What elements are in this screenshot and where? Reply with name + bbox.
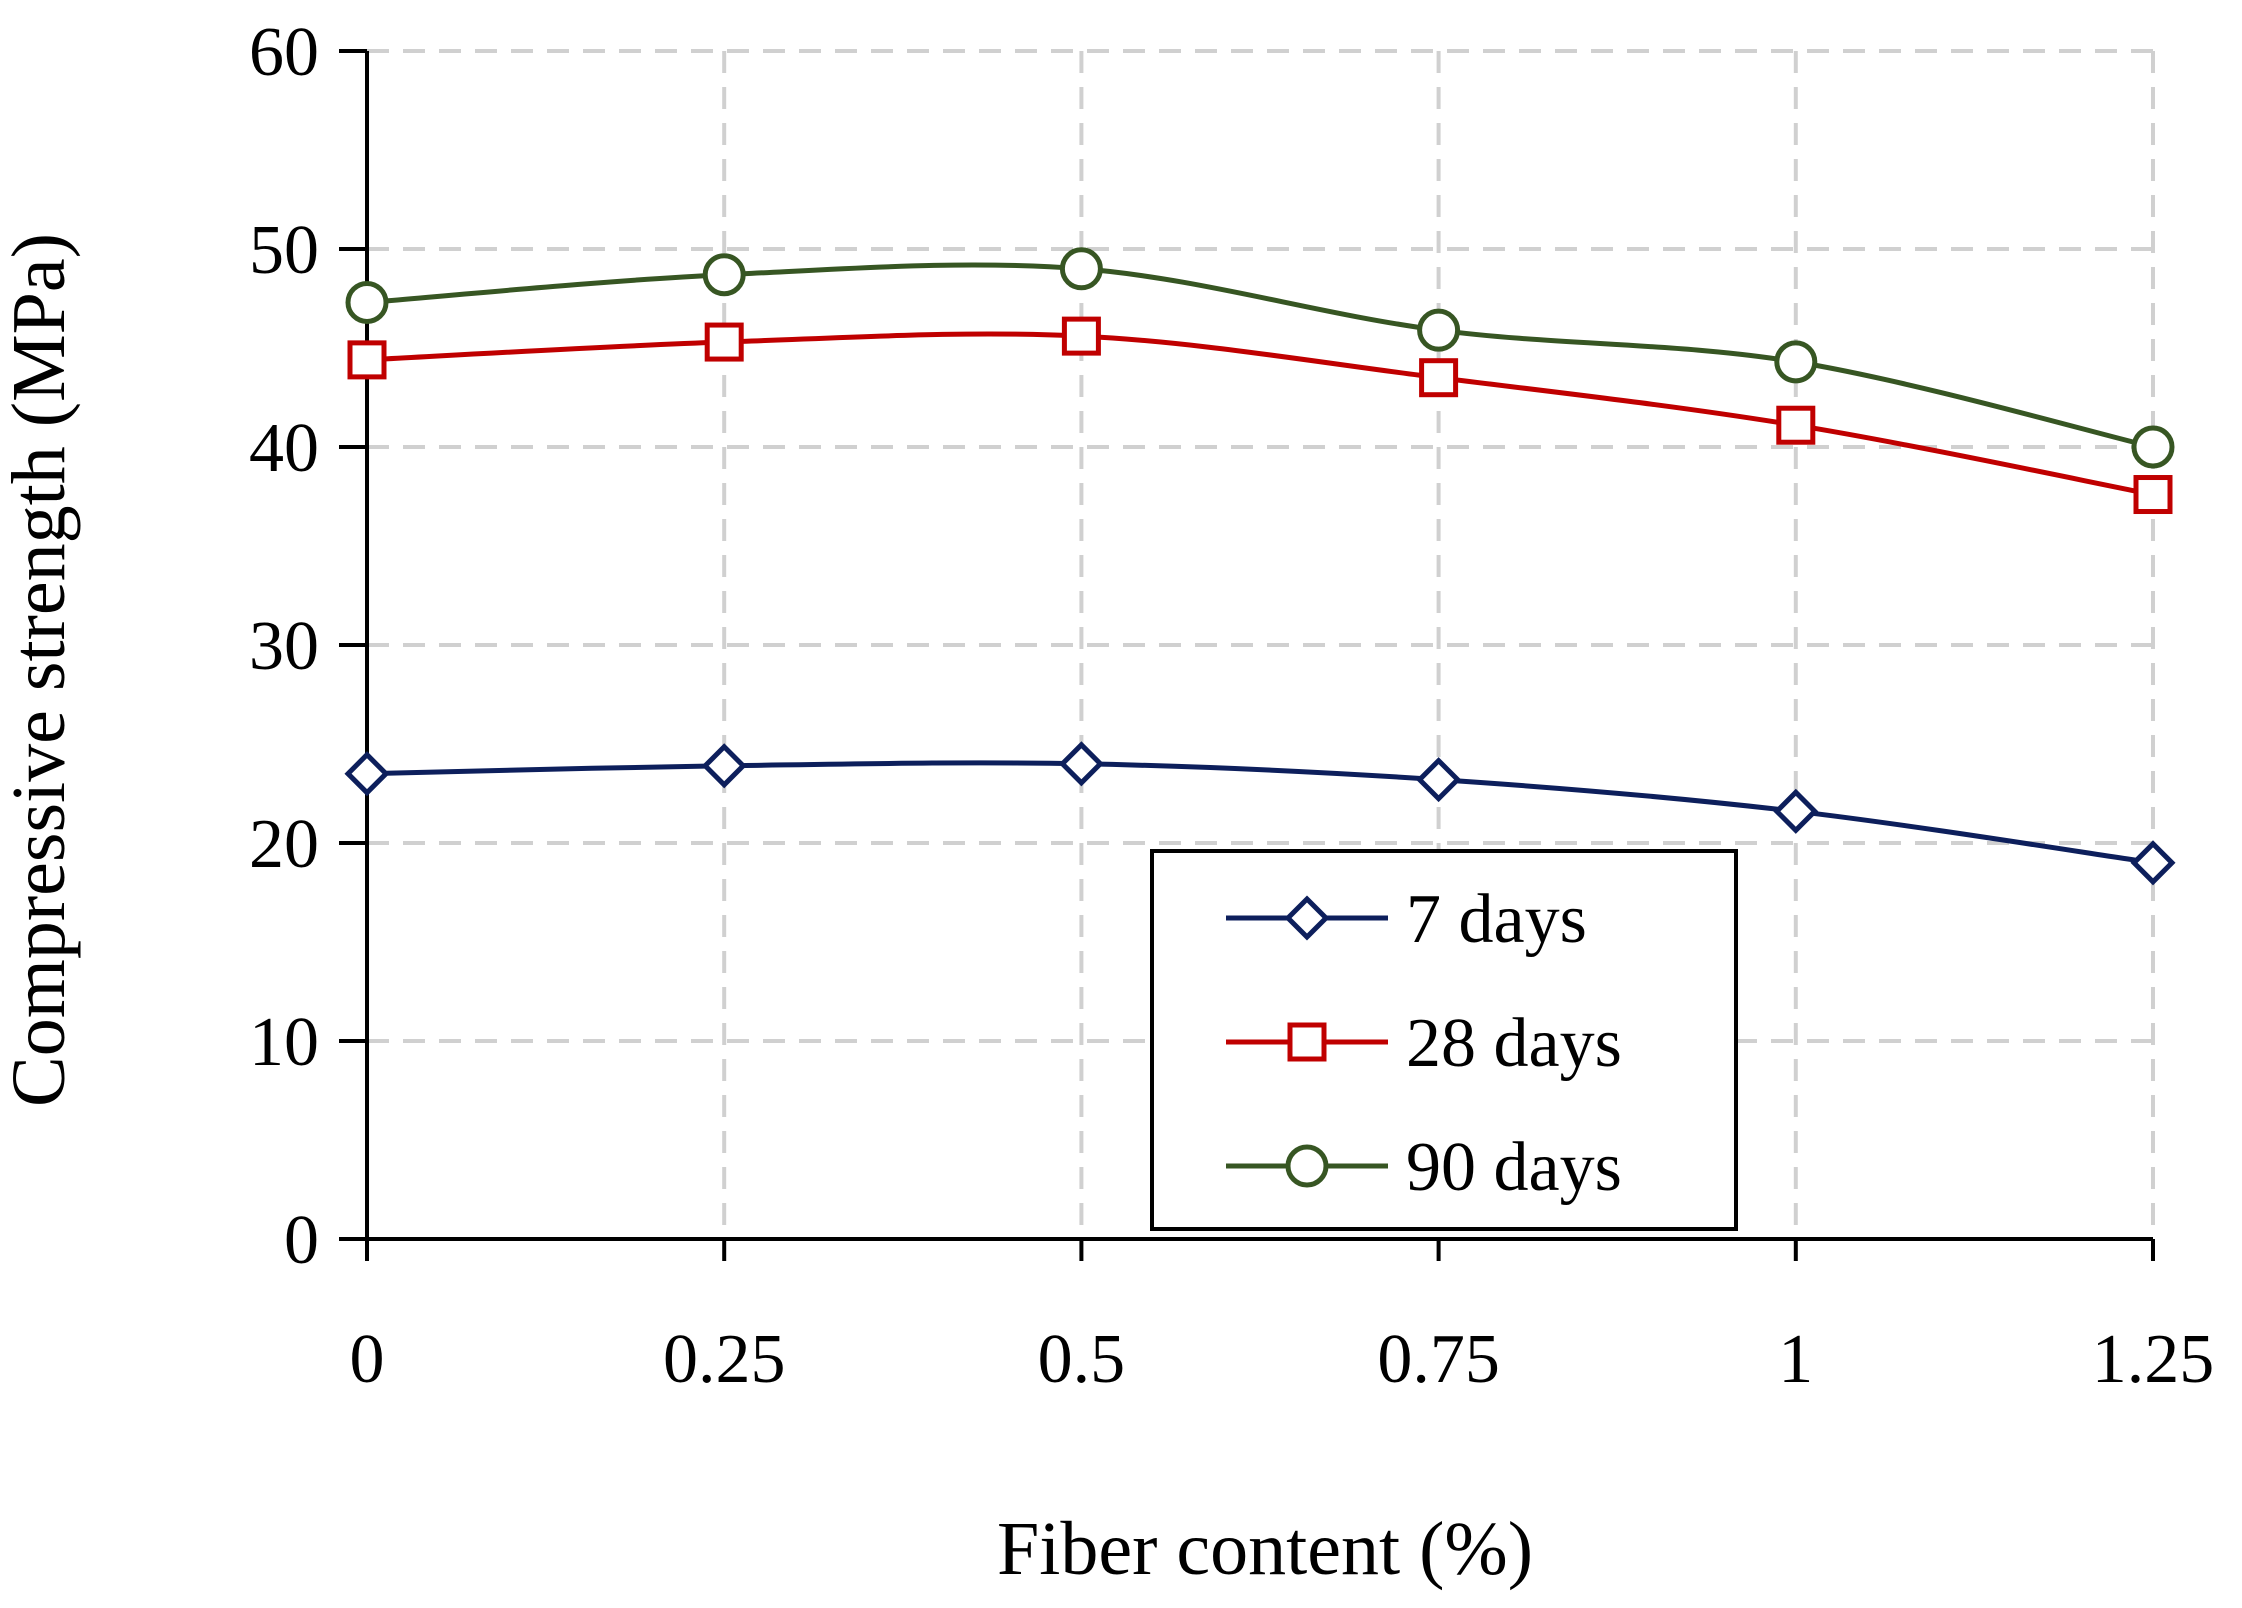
data-point-90-days bbox=[2131, 425, 2175, 469]
series bbox=[344, 247, 2176, 886]
x-tick-label: 0 bbox=[350, 1321, 385, 1398]
legend-label-90-days: 90 days bbox=[1406, 1129, 1622, 1206]
series-line-7-days bbox=[366, 760, 2154, 866]
data-point-7-days bbox=[1773, 788, 1819, 834]
data-point-90-days bbox=[1774, 340, 1818, 384]
data-point-7-days bbox=[2130, 840, 2176, 886]
x-tick-label: 1.25 bbox=[2092, 1321, 2215, 1398]
y-axis-title: Compressive strength (MPa) bbox=[0, 233, 81, 1107]
x-tick-label: 1 bbox=[1778, 1321, 1813, 1398]
legend-label-28-days: 28 days bbox=[1406, 1005, 1622, 1082]
legend-marker-7-days bbox=[1284, 895, 1330, 941]
x-axis-title: Fiber content (%) bbox=[997, 1507, 1533, 1591]
legend-label-7-days: 7 days bbox=[1406, 881, 1587, 958]
y-tick-label: 50 bbox=[249, 212, 319, 289]
axes bbox=[339, 49, 2155, 1261]
data-point-7-days bbox=[701, 743, 747, 789]
data-point-7-days bbox=[344, 751, 390, 797]
tick-labels: 0 10 20 30 40 50 60 0 0.25 0.5 0.75 1 1.25 bbox=[249, 14, 2214, 1398]
data-point-7-days bbox=[1058, 741, 1104, 787]
y-tick-label: 10 bbox=[249, 1004, 319, 1081]
x-tick-label: 0.75 bbox=[1377, 1321, 1500, 1398]
x-tick-label: 0.5 bbox=[1038, 1321, 1126, 1398]
y-tick-label: 30 bbox=[249, 608, 319, 685]
data-point-28-days bbox=[1061, 316, 1101, 356]
y-tick-label: 60 bbox=[249, 14, 319, 91]
data-point-90-days bbox=[345, 280, 389, 324]
data-point-90-days bbox=[702, 253, 746, 297]
data-point-90-days bbox=[1417, 308, 1461, 352]
y-tick-label: 20 bbox=[249, 806, 319, 883]
legend-marker-90-days bbox=[1285, 1144, 1329, 1188]
y-tick-label: 40 bbox=[249, 410, 319, 487]
data-point-28-days bbox=[347, 340, 387, 380]
x-tick-label: 0.25 bbox=[663, 1321, 786, 1398]
legend-marker-28-days bbox=[1287, 1022, 1327, 1062]
data-point-28-days bbox=[2133, 475, 2173, 515]
data-point-28-days bbox=[1776, 405, 1816, 445]
series-line-90-days bbox=[366, 262, 2154, 450]
data-point-28-days bbox=[704, 322, 744, 362]
legend: 7 days 28 days 90 days bbox=[1150, 849, 1738, 1231]
data-point-90-days bbox=[1059, 247, 1103, 291]
y-tick-label: 0 bbox=[284, 1202, 319, 1279]
series-line-28-days bbox=[366, 331, 2154, 497]
data-point-7-days bbox=[1416, 757, 1462, 803]
data-point-28-days bbox=[1419, 358, 1459, 398]
